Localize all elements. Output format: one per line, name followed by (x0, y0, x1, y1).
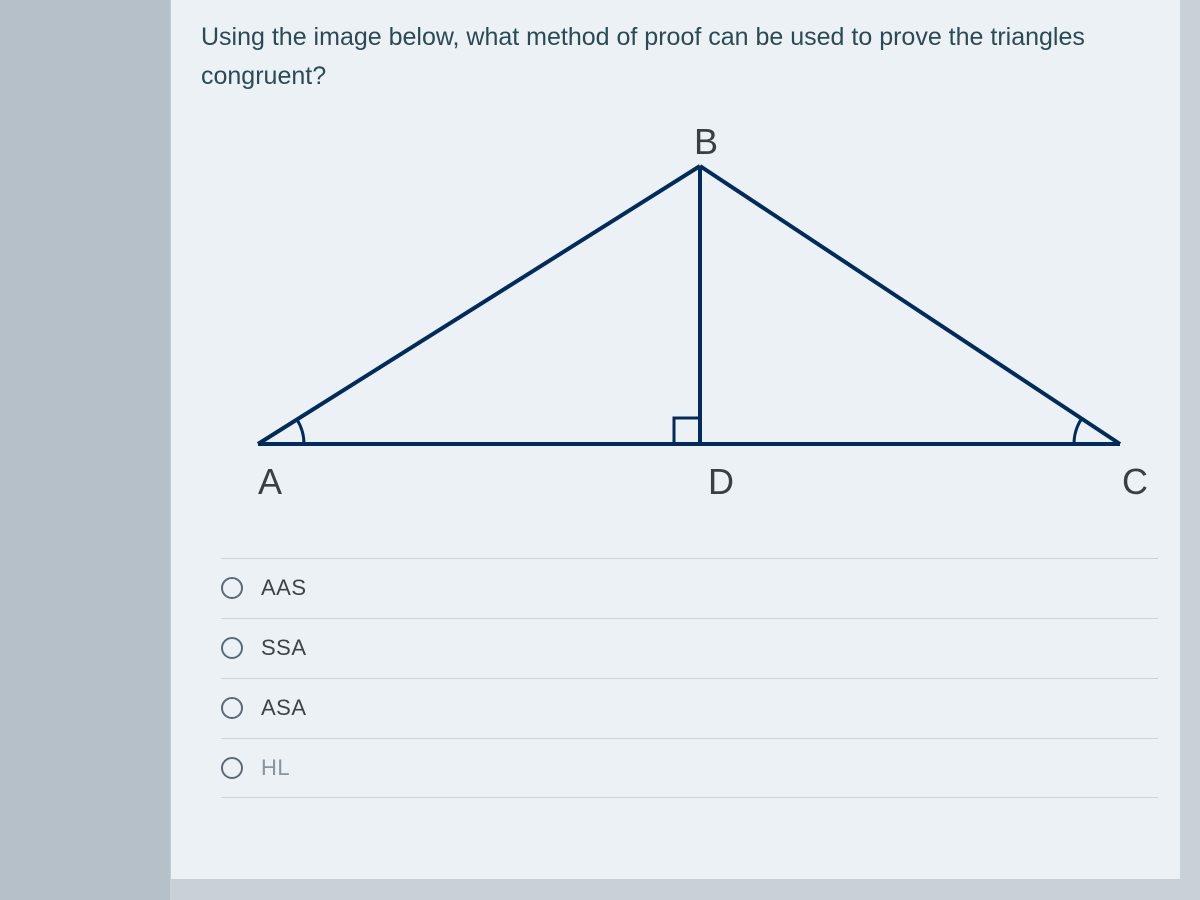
vertex-label-d: D (708, 461, 734, 502)
answer-options: AAS SSA ASA HL (201, 558, 1158, 798)
right-angle-mark (674, 418, 700, 444)
figure-container: A B C D (201, 124, 1158, 524)
option-hl[interactable]: HL (221, 738, 1158, 798)
option-label: AAS (261, 575, 307, 601)
option-label: SSA (261, 635, 307, 661)
option-label: HL (261, 755, 290, 781)
option-ssa[interactable]: SSA (221, 618, 1158, 678)
question-text: Using the image below, what method of pr… (201, 18, 1158, 96)
vertex-label-c: C (1122, 461, 1148, 502)
radio-icon (221, 577, 243, 599)
vertex-label-b: B (694, 124, 718, 162)
segment-bc (700, 166, 1120, 444)
triangle-figure: A B C D (210, 124, 1150, 524)
left-gutter (0, 0, 170, 900)
vertex-label-a: A (258, 461, 282, 502)
option-label: ASA (261, 695, 307, 721)
angle-mark-a (296, 419, 303, 443)
radio-icon (221, 697, 243, 719)
option-asa[interactable]: ASA (221, 678, 1158, 738)
segment-ab (258, 166, 700, 444)
screen: Using the image below, what method of pr… (0, 0, 1200, 900)
question-card: Using the image below, what method of pr… (170, 0, 1180, 880)
angle-mark-c (1074, 418, 1082, 443)
radio-icon (221, 757, 243, 779)
option-aas[interactable]: AAS (221, 558, 1158, 618)
radio-icon (221, 637, 243, 659)
